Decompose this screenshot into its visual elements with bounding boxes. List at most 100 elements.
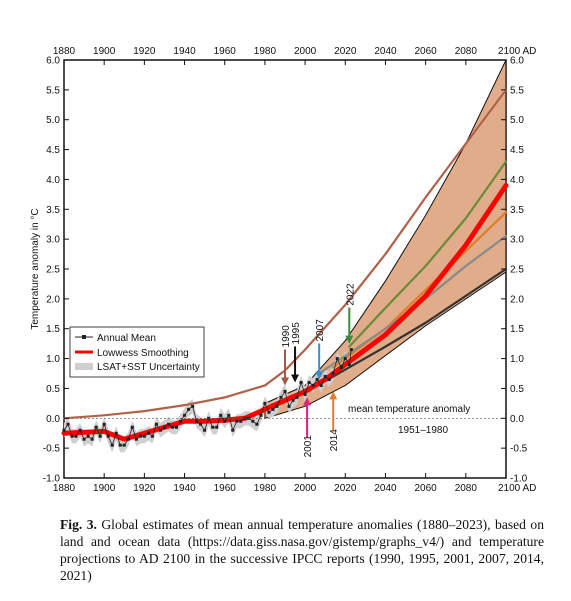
annual-mean-point — [307, 380, 311, 384]
annual-mean-point — [166, 422, 170, 426]
annual-mean-point — [86, 434, 90, 438]
y-tick-label-right: 5.5 — [510, 85, 524, 96]
annual-mean-point — [175, 425, 179, 429]
x-tick-label-top: 2000 — [294, 46, 317, 57]
y-tick-label-left: 1.0 — [46, 354, 60, 365]
annual-mean-point — [118, 443, 122, 447]
annual-mean-point — [74, 434, 78, 438]
annual-mean-point — [283, 389, 287, 393]
x-tick-label-bottom: 2040 — [374, 483, 397, 494]
y-tick-label-right: 1.0 — [510, 354, 524, 365]
y-tick-label-right: 4.0 — [510, 175, 524, 186]
x-tick-label-top: 1900 — [93, 46, 116, 57]
figure-caption: Fig. 3. Global estimates of mean annual … — [60, 516, 544, 584]
y-tick-label-left: 2.5 — [46, 265, 60, 276]
ipcc-arrowhead-2007 — [315, 371, 324, 380]
annual-mean-point — [331, 372, 335, 375]
annual-mean-point — [138, 434, 142, 438]
y-tick-label-left: 3.0 — [46, 235, 60, 246]
annual-mean-point — [303, 392, 307, 396]
x-tick-label-top: 1960 — [214, 46, 237, 57]
ipcc-label-1990: 1990 — [281, 325, 292, 348]
annual-mean-point — [215, 425, 219, 429]
annual-mean-point — [231, 428, 235, 432]
ipcc-arrowhead-2022 — [345, 335, 354, 344]
annual-mean-point — [339, 366, 343, 370]
annual-mean-point — [299, 380, 303, 384]
x-tick-label-top: 1980 — [254, 46, 277, 57]
annual-mean-point — [235, 419, 239, 423]
annual-mean-point — [227, 413, 231, 417]
baseline-annotation-line2: 1951–1980 — [398, 425, 448, 436]
x-tick-label-top: 2100 AD — [498, 46, 536, 57]
legend-lowess-label: Lowwess Smoothing — [97, 348, 189, 359]
axes-layer: -1.0 -1.0 -0.5 -0.5 0.0 0.0 0.5 0.5 1.0 1.0 1.5 1.5… — [43, 46, 537, 494]
x-tick-label-bottom: 1920 — [133, 483, 156, 494]
x-tick-label-bottom: 1880 — [53, 483, 76, 494]
ipcc-arrowhead-1990 — [281, 377, 289, 386]
annual-mean-point — [78, 428, 82, 432]
annual-mean-point — [251, 419, 255, 423]
annual-mean-point — [295, 395, 299, 399]
ipcc-label-2022: 2022 — [345, 283, 356, 306]
y-tick-label-left: 0.5 — [46, 384, 60, 395]
y-tick-label-right: -1.0 — [510, 474, 528, 485]
y-tick-label-left: 4.5 — [46, 145, 60, 156]
y-tick-label-right: 5.0 — [510, 115, 524, 126]
annual-mean-point — [187, 407, 191, 411]
y-tick-label-right: 3.5 — [510, 205, 524, 216]
y-tick-label-right: 2.0 — [510, 294, 524, 305]
annual-mean-point — [70, 434, 74, 438]
annual-mean-point — [347, 363, 351, 367]
annual-mean-point — [150, 434, 154, 438]
annual-mean-point — [287, 404, 291, 408]
x-tick-label-bottom: 2020 — [334, 483, 357, 494]
annual-mean-point — [223, 419, 227, 423]
caption-text: Global estimates of mean annual temperat… — [60, 517, 544, 583]
annual-mean-point — [110, 443, 114, 447]
y-tick-label-right: 1.5 — [510, 324, 524, 335]
x-tick-label-top: 2040 — [374, 46, 397, 57]
ipcc-label-2001: 2001 — [303, 435, 314, 458]
x-tick-label-top: 2080 — [455, 46, 478, 57]
annual-mean-point — [142, 434, 146, 438]
annual-mean-point — [195, 419, 199, 423]
y-tick-label-right: 4.5 — [510, 145, 524, 156]
x-tick-label-top: 1920 — [133, 46, 156, 57]
annual-mean-point — [191, 404, 195, 408]
y-tick-label-right: 2.5 — [510, 265, 524, 276]
annual-mean-point — [154, 422, 158, 426]
y-tick-label-left: 2.0 — [46, 294, 60, 305]
annual-mean-point — [170, 425, 174, 429]
x-tick-label-bottom: 2060 — [415, 483, 438, 494]
annual-mean-point — [291, 398, 295, 402]
ipcc-markers-layer: 1990 1995 2001 2007 2014 2022 — [281, 283, 356, 457]
annual-mean-point — [271, 407, 275, 411]
annual-mean-point — [130, 425, 134, 429]
legend-uncertainty-swatch — [75, 363, 93, 370]
x-tick-label-bottom: 1980 — [254, 483, 277, 494]
projection-line-4 — [306, 267, 508, 393]
annual-mean-point — [90, 437, 94, 441]
y-axis-label: Temperature anomaly in °C — [30, 208, 41, 329]
x-tick-label-bottom: 2080 — [455, 483, 478, 494]
annual-mean-point — [146, 431, 150, 435]
annual-mean-point — [327, 377, 331, 381]
annual-mean-point — [319, 383, 323, 387]
y-tick-label-left: -0.5 — [43, 444, 61, 455]
ipcc-label-1995: 1995 — [291, 322, 302, 345]
annual-mean-point — [62, 428, 66, 432]
lowess-smoothing-line — [61, 182, 509, 442]
annual-mean-point — [203, 428, 207, 432]
y-tick-label-left: 4.0 — [46, 175, 60, 186]
y-tick-label-right: 3.0 — [510, 235, 524, 246]
annual-mean-point — [98, 434, 102, 438]
annual-mean-point — [211, 425, 215, 429]
baseline-annotation-line1: mean temperature anomaly — [348, 404, 470, 415]
annual-mean-point — [179, 419, 183, 423]
ipcc-arrowhead-2014 — [329, 391, 338, 400]
annual-mean-point — [134, 437, 138, 441]
annual-mean-point — [219, 413, 223, 417]
legend-annual-mean-label: Annual Mean — [97, 333, 156, 344]
y-tick-label-left: 3.5 — [46, 205, 60, 216]
